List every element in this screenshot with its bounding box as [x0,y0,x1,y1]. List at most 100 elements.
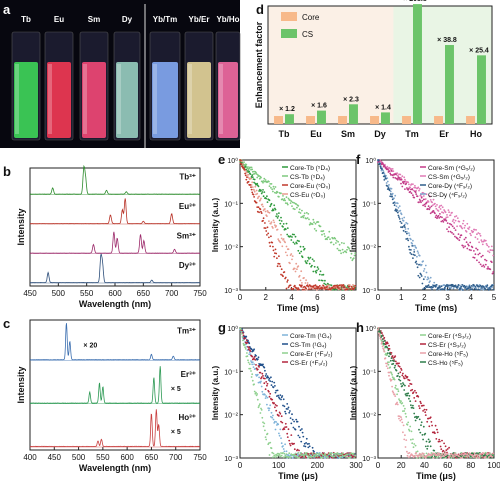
decay-point [412,404,414,407]
decay-point [466,247,469,250]
decay-point [476,248,479,251]
decay-point [256,192,259,195]
x-tick-label: 450 [48,453,62,462]
decay-point [428,208,431,211]
decay-point [249,367,252,370]
vial-label: Sm [88,15,100,24]
decay-point [306,217,309,219]
decay-point [264,369,266,372]
decay-point [394,386,397,389]
decay-point [300,270,303,273]
decay-point [422,204,424,207]
decay-point [406,423,409,426]
decay-point [300,456,303,459]
decay-point [401,374,404,377]
decay-point [484,288,487,291]
decay-point [391,168,394,170]
decay-point [353,254,356,257]
decay-point [301,428,303,430]
decay-point [410,438,412,441]
decay-point [383,343,386,345]
decay-point [244,337,247,339]
decay-point [464,453,467,456]
decay-point [408,456,410,459]
decay-point [483,266,486,268]
decay-point [399,419,402,422]
decay-point [441,457,444,459]
decay-point [396,393,398,396]
decay-point [247,166,249,168]
decay-point [412,189,415,192]
decay-point [321,274,323,276]
decay-point [279,455,282,458]
decay-point [394,177,397,179]
decay-point [285,453,288,455]
decay-point [481,455,483,457]
decay-point [465,230,468,233]
decay-point [284,202,287,205]
legend-label: Core-Er (⁴S₃/₂) [428,333,471,340]
decay-point [392,176,395,179]
decay-point [277,262,280,265]
x-tick-label: 300 [349,461,363,470]
decay-point [436,217,438,220]
decay-point [415,452,418,454]
decay-point [314,222,317,225]
decay-point [311,223,314,226]
decay-point [399,379,402,382]
decay-point [303,288,305,291]
decay-point [258,403,261,406]
decay-point [486,284,489,287]
decay-point [435,207,438,210]
decay-point [284,199,286,202]
decay-point [473,452,476,455]
decay-point [272,185,275,188]
decay-point [414,186,417,189]
decay-point [414,400,417,402]
decay-point [406,222,409,225]
decay-point [412,407,415,409]
decay-point [332,456,334,458]
decay-point [434,205,437,208]
decay-point [409,186,412,189]
decay-point [404,384,406,387]
decay-point [393,378,396,381]
decay-point [408,429,411,432]
decay-point [266,195,268,198]
decay-point [289,444,292,447]
decay-point [477,454,480,457]
decay-point [323,233,326,235]
decay-point [406,237,409,240]
decay-point [435,284,438,286]
decay-point [279,394,282,396]
panel-label: d [256,2,264,17]
decay-point [397,206,400,209]
decay-point [400,367,402,370]
decay-point [423,268,426,270]
decay-point [318,453,321,456]
decay-point [389,193,392,195]
decay-point [248,170,251,173]
decay-point [280,237,283,240]
decay-point [309,256,312,259]
decay-point [260,380,262,383]
decay-point [440,448,443,450]
decay-point [418,457,421,459]
decay-point [478,232,481,235]
decay-point [410,430,413,433]
decay-point [323,282,326,285]
decay-point [277,454,280,457]
decay-point [404,377,406,380]
decay-point [462,219,465,222]
decay-point [404,393,407,395]
decay-point [396,178,399,181]
bar-core [306,116,315,124]
decay-point [428,456,431,458]
spectrum-line [29,198,201,225]
bar-cs [445,45,454,125]
decay-point [405,221,408,224]
decay-point [424,414,427,416]
x-tick-label: 2 [422,293,427,302]
decay-point [274,406,276,409]
decay-point [252,193,255,196]
